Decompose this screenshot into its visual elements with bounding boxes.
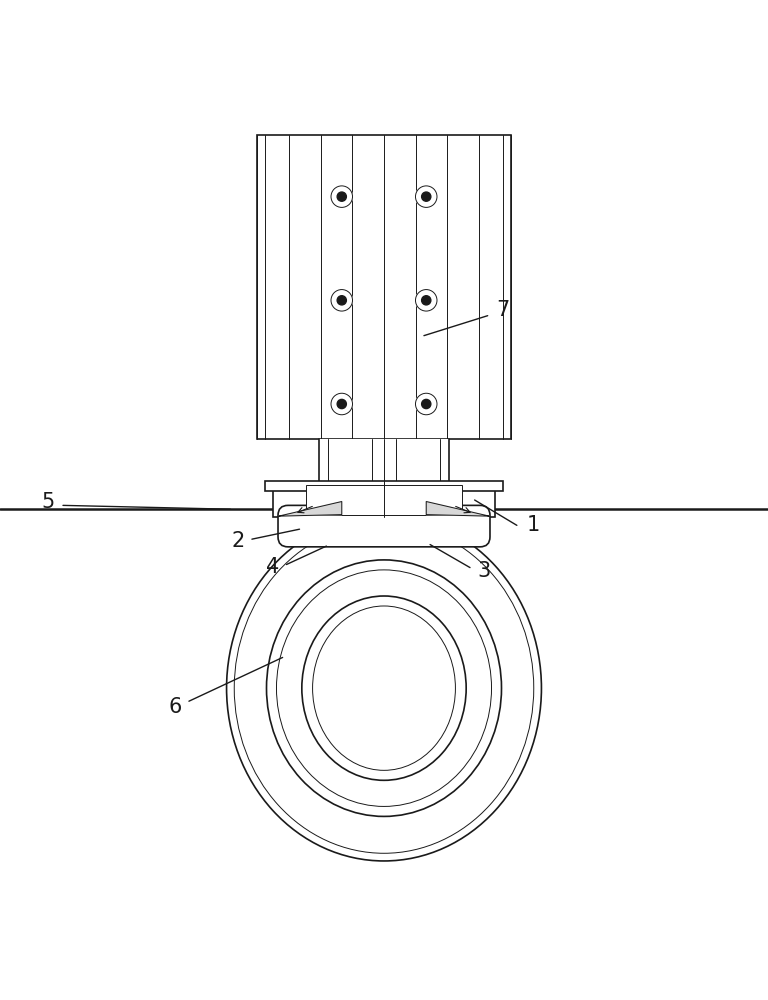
- Polygon shape: [279, 502, 342, 516]
- Ellipse shape: [227, 515, 541, 861]
- Text: 5: 5: [41, 492, 55, 512]
- Bar: [273, 483, 495, 517]
- Circle shape: [422, 192, 431, 201]
- Circle shape: [337, 192, 346, 201]
- Text: 2: 2: [231, 531, 245, 551]
- Text: 6: 6: [168, 697, 182, 717]
- FancyBboxPatch shape: [278, 505, 490, 547]
- Circle shape: [415, 186, 437, 207]
- Ellipse shape: [234, 523, 534, 853]
- Ellipse shape: [302, 596, 466, 780]
- Bar: [257, 135, 511, 439]
- Circle shape: [422, 296, 431, 305]
- Circle shape: [337, 399, 346, 409]
- Text: 3: 3: [477, 561, 491, 581]
- Circle shape: [422, 399, 431, 409]
- Bar: [306, 485, 462, 515]
- Text: 4: 4: [266, 557, 280, 577]
- Bar: [319, 439, 449, 486]
- Ellipse shape: [266, 560, 502, 816]
- Polygon shape: [426, 502, 489, 516]
- Circle shape: [331, 290, 353, 311]
- Circle shape: [415, 290, 437, 311]
- Ellipse shape: [276, 570, 492, 806]
- Circle shape: [337, 296, 346, 305]
- Circle shape: [415, 393, 437, 415]
- Bar: [265, 481, 503, 491]
- Text: 7: 7: [496, 300, 510, 320]
- Circle shape: [331, 186, 353, 207]
- Ellipse shape: [313, 606, 455, 770]
- Circle shape: [331, 393, 353, 415]
- Text: 1: 1: [527, 515, 541, 535]
